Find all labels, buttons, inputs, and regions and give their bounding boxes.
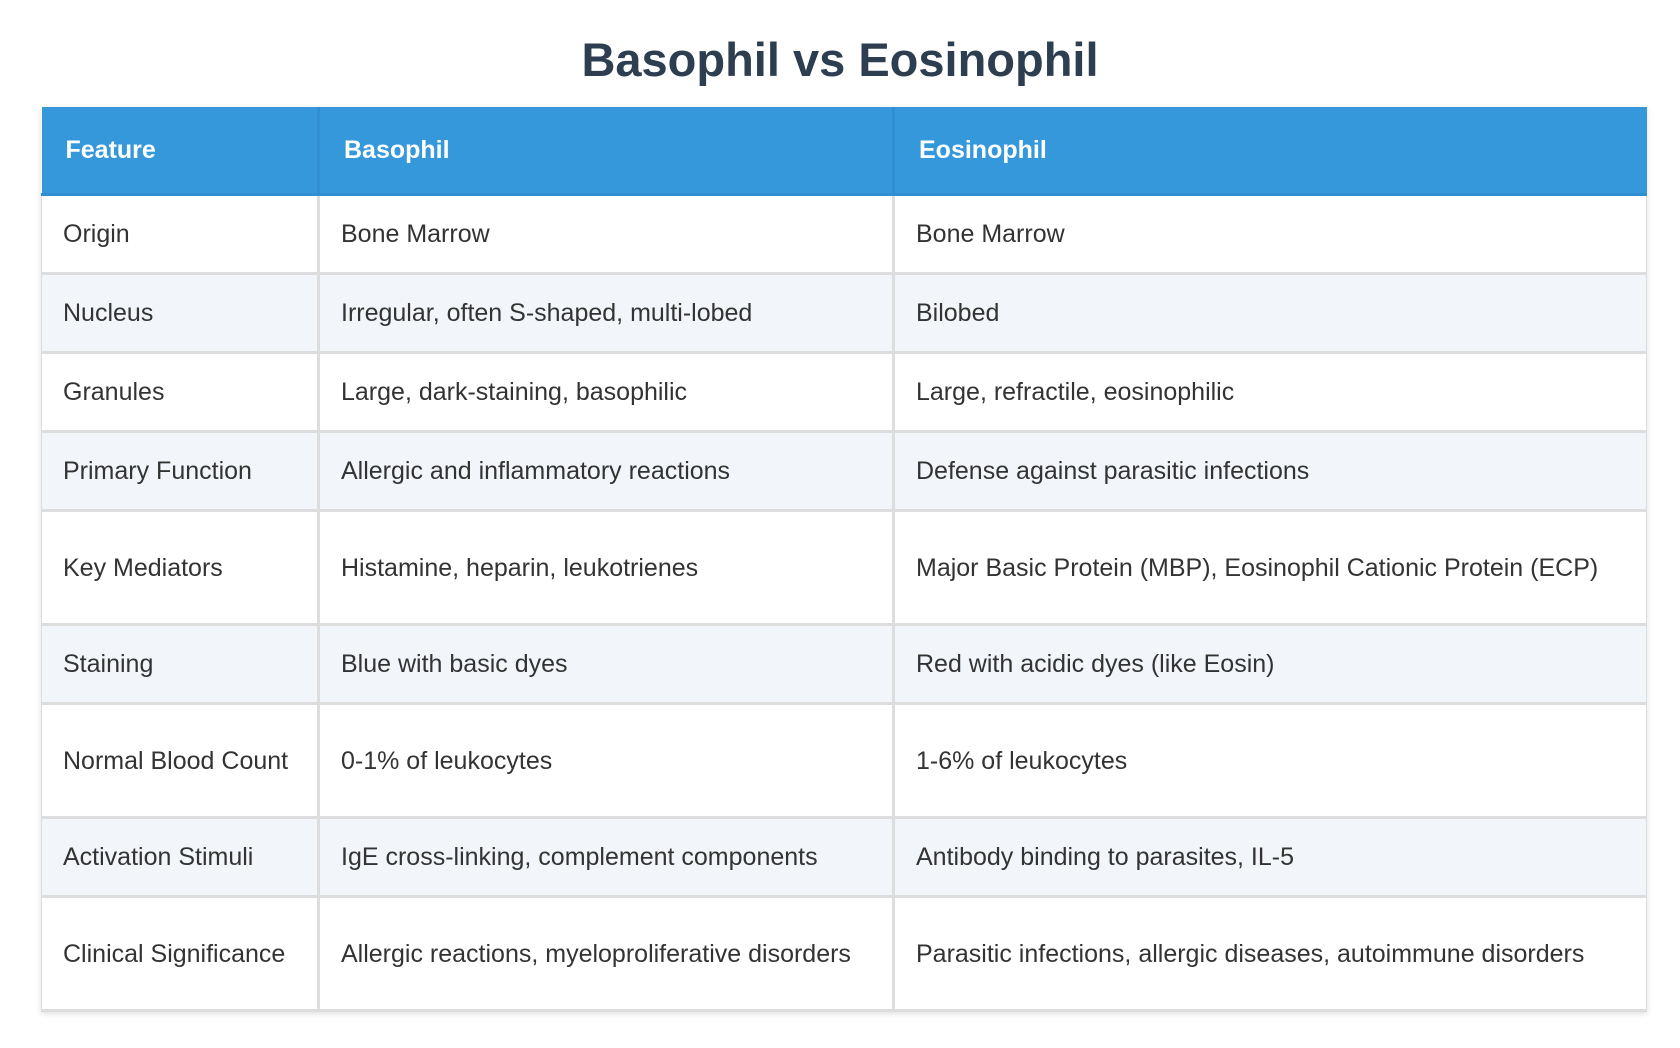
eosinophil-cell: Bone Marrow	[893, 194, 1647, 275]
eosinophil-cell: Large, refractile, eosinophilic	[893, 352, 1647, 433]
basophil-cell: Blue with basic dyes	[318, 624, 895, 705]
page-title: Basophil vs Eosinophil	[581, 33, 1099, 86]
basophil-cell: Large, dark-staining, basophilic	[318, 352, 895, 433]
feature-cell: Origin	[41, 194, 320, 275]
eosinophil-cell: Defense against parasitic infections	[893, 431, 1647, 512]
eosinophil-cell: Antibody binding to parasites, IL-5	[893, 817, 1647, 898]
table-row: Key Mediators Histamine, heparin, leukot…	[41, 510, 1647, 626]
eosinophil-cell: 1-6% of leukocytes	[893, 703, 1647, 819]
table-row: Normal Blood Count 0-1% of leukocytes 1-…	[41, 703, 1647, 819]
feature-cell: Granules	[41, 352, 320, 433]
basophil-cell: Histamine, heparin, leukotrienes	[318, 510, 895, 626]
feature-cell: Key Mediators	[41, 510, 320, 626]
basophil-cell: 0-1% of leukocytes	[318, 703, 895, 819]
table-row: Clinical Significance Allergic reactions…	[41, 896, 1647, 1012]
feature-cell: Nucleus	[41, 273, 320, 354]
header-feature: Feature	[41, 107, 320, 196]
header-basophil: Basophil	[318, 107, 895, 196]
feature-cell: Staining	[41, 624, 320, 705]
table-row: Nucleus Irregular, often S-shaped, multi…	[41, 273, 1647, 354]
eosinophil-cell: Parasitic infections, allergic diseases,…	[893, 896, 1647, 1012]
eosinophil-cell: Bilobed	[893, 273, 1647, 354]
table-row: Primary Function Allergic and inflammato…	[41, 431, 1647, 512]
basophil-cell: IgE cross-linking, complement components	[318, 817, 895, 898]
basophil-cell: Irregular, often S-shaped, multi-lobed	[318, 273, 895, 354]
table-header-row: Feature Basophil Eosinophil	[41, 107, 1647, 196]
eosinophil-cell: Major Basic Protein (MBP), Eosinophil Ca…	[893, 510, 1647, 626]
table-row: Staining Blue with basic dyes Red with a…	[41, 624, 1647, 705]
table-row: Origin Bone Marrow Bone Marrow	[41, 194, 1647, 275]
header-eosinophil: Eosinophil	[893, 107, 1647, 196]
feature-cell: Primary Function	[41, 431, 320, 512]
basophil-cell: Bone Marrow	[318, 194, 895, 275]
table-row: Granules Large, dark-staining, basophili…	[41, 352, 1647, 433]
feature-cell: Clinical Significance	[41, 896, 320, 1012]
feature-cell: Normal Blood Count	[41, 703, 320, 819]
basophil-cell: Allergic and inflammatory reactions	[318, 431, 895, 512]
comparison-table: Feature Basophil Eosinophil Origin Bone …	[41, 107, 1647, 1012]
feature-cell: Activation Stimuli	[41, 817, 320, 898]
eosinophil-cell: Red with acidic dyes (like Eosin)	[893, 624, 1647, 705]
basophil-cell: Allergic reactions, myeloproliferative d…	[318, 896, 895, 1012]
table-row: Activation Stimuli IgE cross-linking, co…	[41, 817, 1647, 898]
